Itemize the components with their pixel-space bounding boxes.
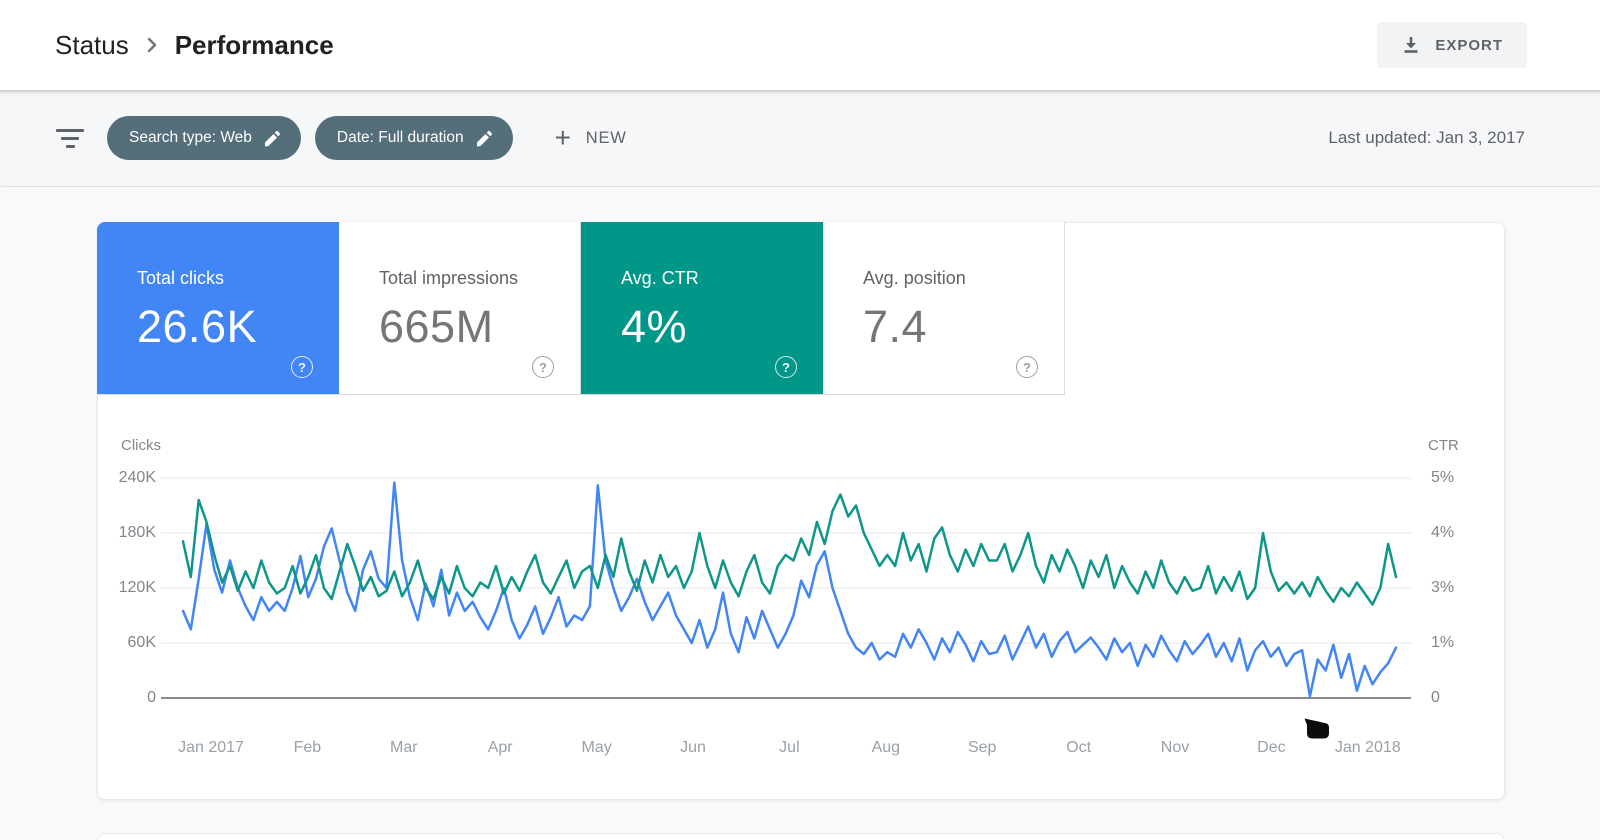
header: Status Performance EXPORT (0, 0, 1600, 90)
metric-label: Total clicks (137, 268, 225, 288)
x-axis-label: Dec (1257, 739, 1286, 756)
left-axis-tick-label: 0 (147, 689, 156, 706)
breadcrumb-status-link[interactable]: Status (55, 29, 129, 60)
x-axis-label: May (581, 739, 612, 756)
filter-icon (55, 128, 85, 148)
series-ctr-line (181, 493, 1398, 606)
metric-value: 665M (379, 301, 494, 352)
left-axis-tick-label: 60K (127, 634, 156, 651)
metric-value: 7.4 (863, 301, 928, 352)
help-icon[interactable]: ? (291, 356, 313, 378)
export-label: EXPORT (1435, 36, 1503, 54)
plus-icon: + (554, 122, 572, 153)
x-axis-label: Apr (487, 739, 513, 756)
x-axis-label: Sep (967, 739, 997, 756)
metric-tile-avg-ctr[interactable]: Avg. CTR 4% ? (581, 222, 823, 394)
breadcrumb: Status Performance (55, 30, 334, 61)
new-label: NEW (585, 128, 627, 147)
x-axis-label: Jan 2018 (1334, 739, 1401, 756)
x-axis-label: Oct (1066, 739, 1092, 756)
metric-value: 26.6K (137, 301, 258, 352)
help-icon[interactable]: ? (1016, 356, 1038, 378)
x-axis-label: Feb (293, 739, 322, 756)
help-icon[interactable]: ? (775, 356, 797, 378)
edit-pencil-icon[interactable] (264, 130, 281, 147)
next-card-edge (97, 833, 1505, 840)
metric-tiles: Total clicks 26.6K ? Total impressions 6… (97, 222, 1065, 395)
metric-tile-avg-position[interactable]: Avg. position 7.4 ? (823, 222, 1065, 394)
chart-plot[interactable] (161, 456, 1411, 706)
filter-chip-date[interactable]: Date: Full duration (314, 116, 513, 160)
cursor-marker (1303, 717, 1331, 746)
x-axis-label: Aug (871, 739, 901, 756)
filter-chip-label: Search type: Web (129, 129, 252, 146)
x-axis-label: Jun (680, 739, 706, 756)
right-axis-tick-label: 4% (1431, 524, 1455, 541)
x-axis-label: Jul (779, 739, 800, 756)
edit-pencil-icon[interactable] (476, 130, 493, 147)
metric-value: 4% (621, 301, 688, 352)
help-icon[interactable]: ? (532, 356, 554, 378)
metric-tile-total-impressions[interactable]: Total impressions 665M ? (339, 222, 581, 394)
right-axis-title: CTR (1428, 437, 1459, 454)
metric-label: Avg. CTR (621, 268, 699, 288)
x-axis-label: Nov (1160, 739, 1190, 756)
filter-bar: Search type: Web Date: Full duration + N… (0, 90, 1600, 187)
metric-label: Avg. position (863, 268, 966, 288)
last-updated-text: Last updated: Jan 3, 2017 (1328, 128, 1525, 147)
page-title: Performance (174, 29, 334, 60)
metric-tile-total-clicks[interactable]: Total clicks 26.6K ? (97, 222, 339, 394)
new-filter-button[interactable]: + NEW (555, 124, 627, 152)
x-axis-label: Jan 2017 (178, 739, 244, 756)
metric-label: Total impressions (379, 268, 519, 288)
filter-chip-label: Date: Full duration (336, 129, 464, 146)
left-axis-tick-label: 180K (118, 524, 156, 541)
x-axis-label: Mar (390, 739, 418, 756)
right-axis-tick-label: 1% (1431, 634, 1455, 651)
download-icon (1401, 35, 1421, 55)
left-axis-tick-label: 120K (118, 579, 156, 596)
left-axis-tick-label: 240K (118, 469, 156, 486)
chevron-right-icon (145, 35, 159, 55)
performance-card: Total clicks 26.6K ? Total impressions 6… (97, 222, 1505, 800)
series-clicks-line (181, 481, 1398, 698)
right-axis-tick-label: 0 (1431, 689, 1440, 706)
export-button[interactable]: EXPORT (1377, 22, 1527, 68)
right-axis-tick-label: 5% (1431, 469, 1455, 486)
filter-chip-search-type[interactable]: Search type: Web (107, 116, 301, 160)
content-area: Total clicks 26.6K ? Total impressions 6… (0, 187, 1600, 840)
left-axis-title: Clicks (121, 437, 161, 454)
right-axis-tick-label: 3% (1431, 579, 1455, 596)
